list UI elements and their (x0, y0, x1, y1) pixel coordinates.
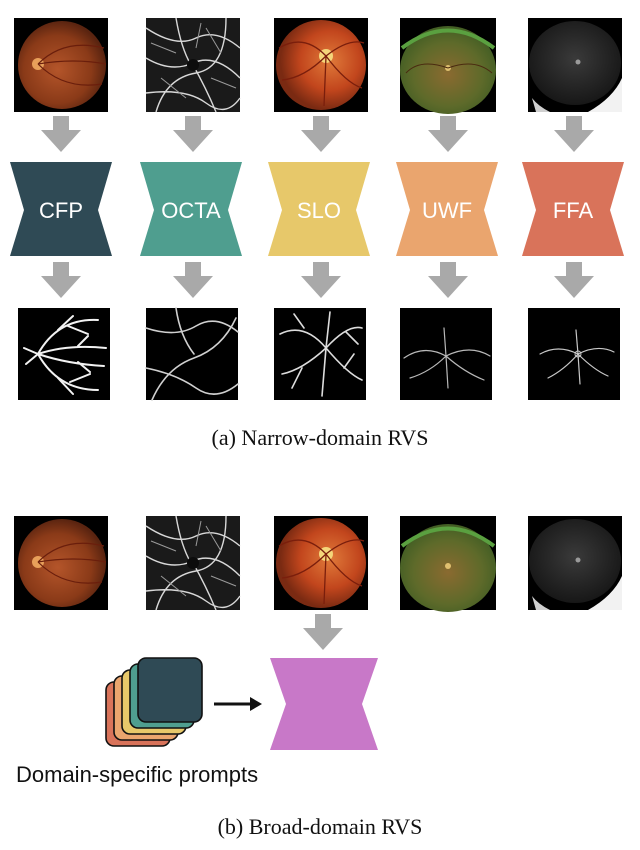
model-slo: SLO (268, 162, 370, 256)
model-uwf-shape (396, 162, 498, 256)
down-arrow-icon (428, 116, 468, 152)
input-image-octa (145, 17, 241, 113)
down-arrow-icon (173, 116, 213, 152)
down-arrow-icon (554, 262, 594, 298)
input-image-ffa-b (528, 516, 622, 610)
right-arrow-icon (214, 697, 262, 711)
domain-specific-prompts-label: Domain-specific prompts (16, 762, 258, 787)
model-octa-shape (140, 162, 242, 256)
output-vessel-map-slo (274, 308, 366, 400)
model-uwf: UWF (396, 162, 498, 256)
down-arrow-icon (301, 116, 341, 152)
input-image-cfp (14, 18, 108, 112)
model-cfp-label: CFP (39, 198, 83, 223)
input-image-octa-b (145, 515, 241, 611)
panel-b: Domain-specific prompts (b) Broad-domain… (14, 515, 622, 839)
input-image-ffa (528, 18, 622, 112)
model-ffa-shape (522, 162, 624, 256)
panel-a-caption: (a) Narrow-domain RVS (212, 425, 429, 450)
prompt-card-stack (105, 657, 203, 747)
output-vessel-map-ffa (528, 308, 620, 400)
down-arrow-icon (428, 262, 468, 298)
input-image-uwf-b (400, 516, 496, 612)
model-cfp-shape (10, 162, 112, 256)
model-cfp: CFP (10, 162, 112, 256)
model-slo-label: SLO (297, 198, 341, 223)
panel-b-caption: (b) Broad-domain RVS (218, 814, 423, 839)
model-octa: OCTA (140, 162, 242, 256)
model-slo-shape (268, 162, 370, 256)
down-arrow-icon (41, 116, 81, 152)
model-uwf-label: UWF (422, 198, 472, 223)
down-arrow-icon (301, 262, 341, 298)
input-image-slo-b (274, 516, 368, 610)
down-arrow-icon (41, 262, 81, 298)
output-vessel-map-uwf (400, 308, 492, 400)
broad-domain-model (270, 658, 378, 750)
output-vessel-map-octa (145, 307, 239, 401)
down-arrow-icon (173, 262, 213, 298)
model-ffa-label: FFA (553, 198, 594, 223)
model-ffa: FFA (522, 162, 624, 256)
down-arrow-icon (554, 116, 594, 152)
panel-a: CFP OCTA SLO UWF FFA (10, 17, 624, 450)
down-arrow-icon (303, 614, 343, 650)
input-image-uwf (400, 18, 496, 114)
model-octa-label: OCTA (161, 198, 221, 223)
input-image-slo (274, 18, 368, 112)
output-vessel-map-cfp (18, 308, 110, 400)
input-image-cfp-b (14, 516, 108, 610)
prompt-card (137, 657, 203, 723)
